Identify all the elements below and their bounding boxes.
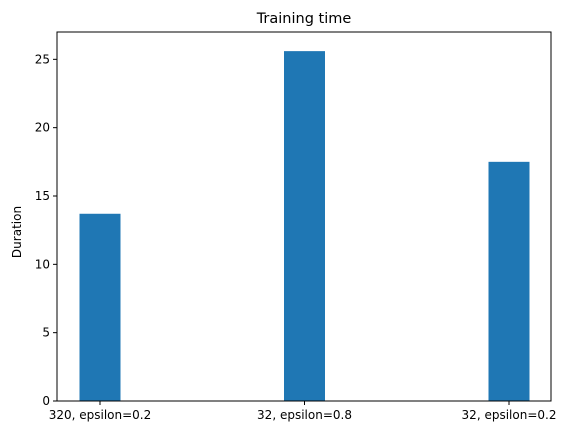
chart-title: Training time [256, 11, 352, 27]
y-axis-label: Duration [10, 206, 24, 258]
bar-2 [488, 161, 530, 401]
bars-group [79, 51, 530, 402]
x-tick-label-1: 32, epsilon=0.8 [257, 408, 352, 422]
y-ticks-group: 0 5 10 15 20 25 [35, 52, 57, 408]
bar-1 [284, 51, 325, 402]
y-tick-label-4: 20 [35, 121, 50, 135]
x-tick-label-0: 320, epsilon=0.2 [49, 408, 152, 422]
bar-0 [79, 213, 121, 401]
plot-frame [56, 31, 552, 402]
x-tick-label-2: 32, epsilon=0.2 [462, 408, 557, 422]
y-tick-label-0: 0 [42, 394, 50, 408]
x-ticks-group: 320, epsilon=0.2 32, epsilon=0.8 32, epsil… [49, 401, 557, 422]
y-tick-label-1: 5 [42, 326, 50, 340]
y-tick-label-3: 15 [35, 189, 50, 203]
y-tick-label-2: 10 [35, 257, 50, 271]
y-tick-label-5: 25 [35, 52, 50, 66]
